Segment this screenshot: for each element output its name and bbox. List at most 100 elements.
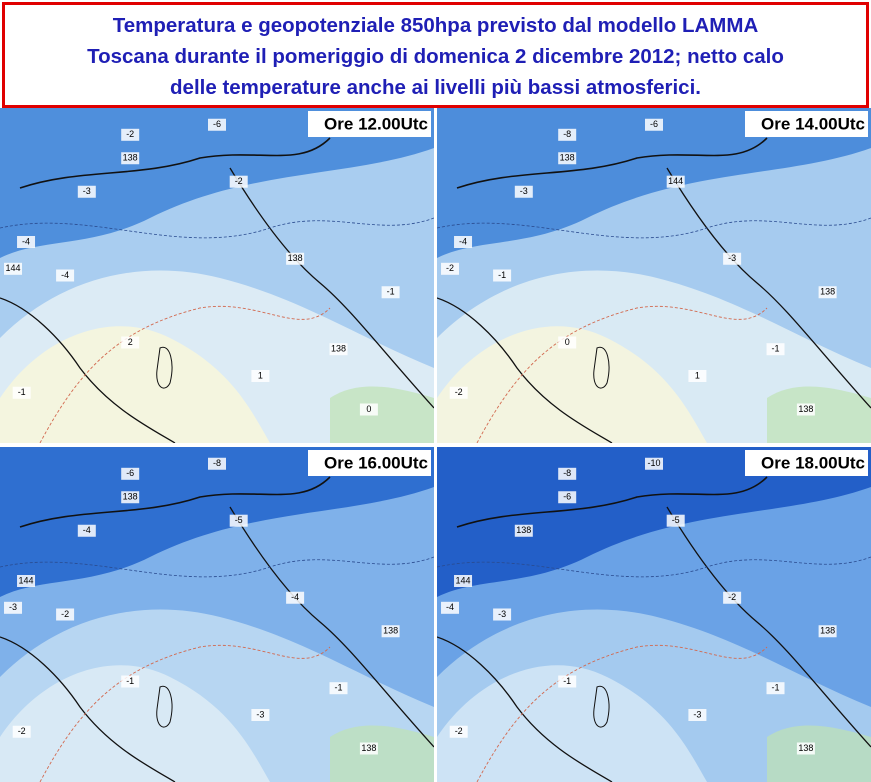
contour-label-bg xyxy=(12,725,31,738)
cold-band xyxy=(0,447,434,597)
contour-label: -4 xyxy=(459,236,467,246)
contour-label-bg xyxy=(121,675,140,688)
contour-label-bg xyxy=(251,709,270,721)
contour-label-bg xyxy=(121,128,140,141)
contour-label: -10 xyxy=(647,458,660,468)
contour-label-bg xyxy=(723,591,742,604)
cold-band xyxy=(437,447,871,597)
contour-label-bg xyxy=(17,575,36,587)
time-label: Ore 16.00Utc xyxy=(324,453,428,472)
contour-label-bg xyxy=(77,524,96,537)
contour-label-bg xyxy=(818,625,837,638)
contour-label: -3 xyxy=(520,186,528,196)
time-label-bg xyxy=(308,111,431,137)
title-line: Temperatura e geopotenziale 850hpa previ… xyxy=(112,14,759,37)
time-label: Ore 14.00Utc xyxy=(761,114,865,133)
warm-zone xyxy=(437,326,707,443)
contour-label-bg xyxy=(121,152,140,165)
isoline xyxy=(476,645,768,782)
contour-label: 0 xyxy=(366,404,371,414)
alps-contour xyxy=(19,137,331,189)
isoline xyxy=(476,306,768,443)
isoline xyxy=(39,306,331,443)
contour-label-bg xyxy=(666,175,685,188)
land-green xyxy=(330,725,434,782)
contour-label: -3 xyxy=(498,609,506,619)
contour-label: -5 xyxy=(235,515,243,525)
map-panel: -8 -6 138 -4 144 -5 -3 -2 138 -4 -1 -3 138 -2 -1 Ore 16… xyxy=(0,447,434,782)
contour-label: -2 xyxy=(61,609,69,619)
contour-label: -4 xyxy=(83,525,91,535)
contour-label-bg xyxy=(796,742,815,755)
contour-label: -4 xyxy=(291,592,299,602)
contour-label: 138 xyxy=(820,626,835,636)
contour-label-bg xyxy=(766,343,785,356)
contour-label: -3 xyxy=(693,709,701,719)
contour-label: -2 xyxy=(455,726,463,736)
contour-label: 138 xyxy=(123,153,138,163)
contour-label: 138 xyxy=(288,253,303,263)
contour-label: -1 xyxy=(126,676,134,686)
contour-label: -1 xyxy=(18,387,26,397)
contour-label: 0 xyxy=(565,337,570,347)
map-panel: -6 -2 138 -3 -4 -2 144 -4 -1 138 2 1 0 -1 138 Ore 12.00… xyxy=(0,108,434,443)
contour-label-bg xyxy=(329,343,348,356)
island xyxy=(593,685,610,728)
contour-label-bg xyxy=(381,625,400,638)
contour-label: -4 xyxy=(446,602,454,612)
contour-label-bg xyxy=(493,269,512,282)
contour-label-bg xyxy=(208,457,226,470)
cold-band xyxy=(437,108,871,258)
contour-label: -2 xyxy=(126,129,134,139)
contour-label-bg xyxy=(17,236,36,248)
contour-label: -5 xyxy=(672,515,680,525)
contour-label: -6 xyxy=(126,468,134,478)
contour-label-bg xyxy=(56,269,75,282)
time-label-bg xyxy=(308,450,431,476)
island xyxy=(156,685,173,728)
contour-label-bg xyxy=(766,682,785,695)
contour-label: -8 xyxy=(563,468,571,478)
contour-label: -1 xyxy=(772,344,780,354)
land-green xyxy=(330,386,434,443)
time-label: Ore 18.00Utc xyxy=(761,453,865,472)
map-panel: -10 -8 -6 138 144 -5 -4 -3 138 -2 -1 -3 138 -2 -1 Ore 1… xyxy=(437,447,871,782)
contour-label-bg xyxy=(286,252,305,265)
contour-label: 138 xyxy=(123,492,138,502)
contour-label: -2 xyxy=(235,176,243,186)
contour-label-bg xyxy=(251,370,270,382)
contour-label: 138 xyxy=(820,287,835,297)
contour-label-bg xyxy=(454,236,473,248)
contour-label: -2 xyxy=(18,726,26,736)
coastline xyxy=(229,506,434,748)
contour-label: -4 xyxy=(22,236,30,246)
contour-label: -1 xyxy=(563,676,571,686)
contour-label-bg xyxy=(558,128,577,141)
contour-label-bg xyxy=(121,336,140,349)
contour-label-bg xyxy=(449,725,468,738)
warm-zone xyxy=(437,665,707,782)
contour-label-bg xyxy=(818,286,837,299)
coastline xyxy=(437,636,613,782)
contour-label-bg xyxy=(12,386,31,399)
contour-label: -3 xyxy=(256,709,264,719)
isoline xyxy=(0,556,434,578)
contour-label: 138 xyxy=(560,153,575,163)
contour-label-bg xyxy=(558,152,577,165)
contour-label: 2 xyxy=(128,337,133,347)
title-line: Toscana durante il pomeriggio di domenic… xyxy=(87,45,784,68)
coastline xyxy=(666,506,871,748)
contour-label-bg xyxy=(723,252,742,265)
contour-label-bg xyxy=(229,514,248,527)
contour-label-bg xyxy=(121,467,140,480)
contour-label: 1 xyxy=(695,370,700,380)
cold-band xyxy=(0,108,434,258)
title-line: delle temperature anche ai livelli più b… xyxy=(170,76,701,99)
contour-label: 144 xyxy=(6,263,21,273)
contour-label: -4 xyxy=(61,270,69,280)
contour-label: -1 xyxy=(772,683,780,693)
contour-label-bg xyxy=(441,601,460,614)
contour-label: 138 xyxy=(331,344,346,354)
contour-label-bg xyxy=(688,370,707,382)
alps-contour xyxy=(456,137,768,189)
